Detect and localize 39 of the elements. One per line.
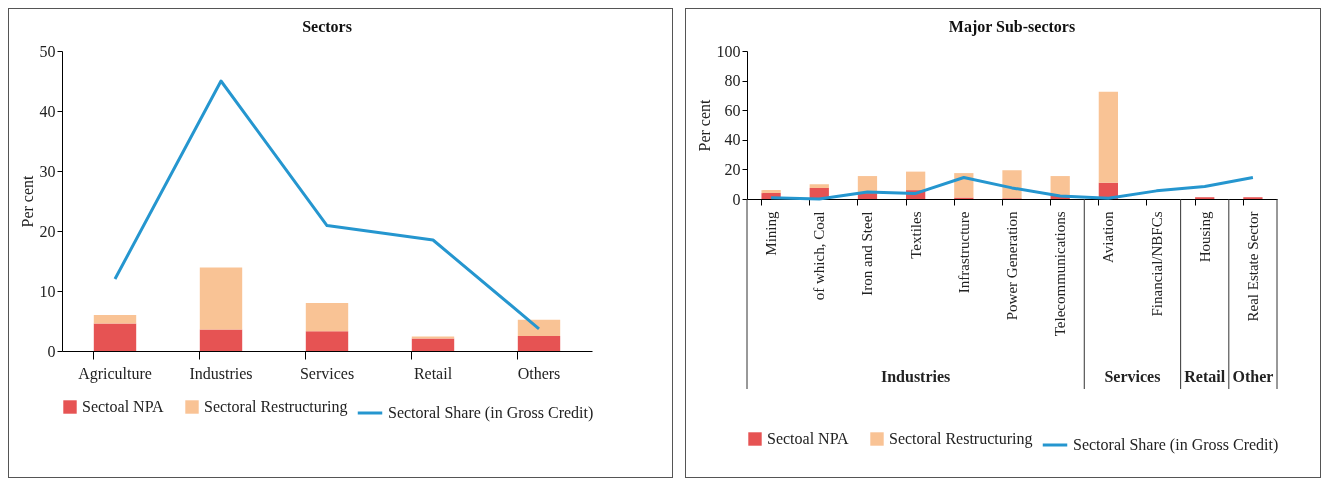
y-tick-label: 40 (724, 131, 741, 149)
legend-label: Sectoral Restructuring (204, 398, 348, 416)
chart-title: Major Sub-sectors (948, 18, 1076, 36)
x-tick-label: Others (517, 364, 561, 382)
x-tick-label: Infrastructure (955, 211, 972, 294)
x-tick-label: Iron and Steel (859, 211, 876, 296)
legend-label: Sectoral Restructuring (889, 430, 1033, 448)
x-tick-label: Power Generation (1004, 211, 1020, 321)
x-tick-label: Services (299, 364, 355, 382)
y-axis-title: Per cent (18, 174, 36, 228)
y-tick-label: 60 (724, 101, 741, 119)
x-tick-label: Financial/NBFCs (1148, 211, 1165, 317)
y-tick-label: 30 (39, 162, 56, 180)
y-tick-label: 50 (39, 42, 56, 60)
x-tick-label: Housing (1196, 211, 1213, 263)
legend-label: Sectoal NPA (82, 398, 165, 415)
legend-label: Sectoal NPA (767, 430, 850, 447)
y-tick-label: 40 (39, 102, 56, 120)
y-tick-label: 0 (732, 190, 741, 208)
x-tick-label: of which, Coal (811, 211, 828, 301)
y-tick-label: 20 (39, 222, 56, 240)
legend-label: Sectoral Share (in Gross Credit) (388, 404, 594, 422)
y-axis-title: Per cent (695, 98, 713, 152)
x-tick-label: Aviation (1100, 211, 1117, 263)
chart-title: Sectors (302, 18, 352, 35)
y-tick-label: 0 (47, 342, 56, 360)
x-tick-label: Textiles (907, 211, 924, 259)
legend-label: Sectoral Share (in Gross Credit) (1073, 436, 1279, 454)
y-tick-label: 100 (716, 42, 741, 60)
y-tick-label: 80 (724, 72, 741, 90)
x-tick-label: Agriculture (78, 364, 152, 383)
x-tick-label: Real Estate Sector (1244, 211, 1261, 322)
x-tick-label: Telecommunications (1052, 211, 1069, 337)
y-tick-label: 20 (724, 160, 741, 178)
text: Other (1232, 368, 1274, 385)
x-tick-label: Mining (763, 211, 780, 256)
x-tick-label: Industries (189, 364, 253, 382)
y-tick-label: 10 (39, 282, 56, 300)
x-tick-label: Retail (413, 364, 453, 382)
